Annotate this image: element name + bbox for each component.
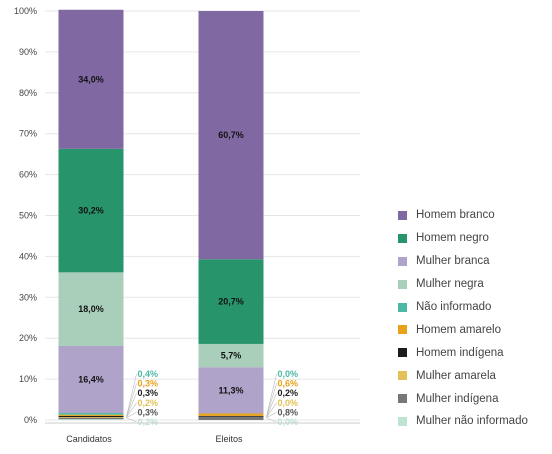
small-segment-value-label: 0,3% (138, 407, 159, 417)
small-segment-value-label: 0,0% (278, 417, 299, 427)
legend-item: Mulher indígena (398, 387, 528, 410)
segment-value-label: 20,7% (218, 297, 244, 307)
legend-swatch (398, 325, 407, 335)
segment-value-label: 18,0% (78, 304, 104, 314)
bar-segment (58, 415, 124, 418)
legend-item: Homem branco (398, 204, 528, 227)
bar-segment (58, 417, 124, 418)
x-axis: Candidatos Eleitos (45, 422, 360, 444)
leader-line (126, 402, 137, 418)
leader-line (126, 417, 137, 423)
legend-label: Homem negro (416, 232, 489, 245)
leader-line (266, 417, 277, 423)
bar-segment (198, 416, 264, 420)
leader-line (266, 393, 277, 418)
legend-swatch (398, 210, 407, 220)
bar-segment (58, 413, 124, 415)
legend-item: Mulher negra (398, 273, 528, 296)
small-segment-value-label: 0,6% (278, 379, 299, 389)
small-segment-value-label: 0,2% (138, 398, 159, 408)
leader-line (126, 383, 137, 417)
x-category-label: Eleitos (215, 434, 243, 444)
y-tick-label: 40% (19, 251, 37, 261)
small-segment-value-label: 0,2% (278, 388, 299, 398)
y-tick-label: 100% (14, 6, 37, 16)
legend-swatch (398, 279, 407, 289)
legend-item: Mulher não informado (398, 410, 528, 433)
small-segment-value-label: 0,4% (138, 369, 159, 379)
leader-line (266, 402, 277, 418)
bar-segment (58, 148, 124, 273)
bar-segment (198, 11, 264, 260)
bar-segment (198, 259, 264, 344)
segment-value-label: 5,7% (221, 351, 242, 361)
small-segment-value-label: 0,8% (278, 407, 299, 417)
legend-label: Homem branco (416, 209, 495, 222)
legend-label: Homem amarelo (416, 323, 501, 336)
bar-segment (198, 413, 264, 416)
segment-value-label: 16,4% (78, 375, 104, 385)
small-segment-value-label: 0,0% (278, 369, 299, 379)
bar-segment (58, 414, 124, 416)
bars (58, 9, 264, 420)
legend-label: Mulher amarela (416, 369, 496, 382)
segment-labels: 16,4%18,0%30,2%34,0%0,4%0,3%0,3%0,2%0,3%… (78, 74, 298, 427)
legend-label: Mulher branca (416, 255, 490, 268)
segment-value-label: 34,0% (78, 74, 104, 84)
leader-line (126, 373, 137, 417)
bar-segment (198, 367, 264, 414)
small-segment-value-label: 0,0% (278, 398, 299, 408)
stacked-bar-chart: 0% 10% 20% 30% 40% 50% 60% 70% 80% 90% 100% 16,4% 1… (14, 6, 360, 444)
legend-label: Não informado (416, 301, 492, 313)
y-tick-label: 0% (24, 415, 37, 425)
legend-label: Mulher indígena (416, 392, 499, 405)
small-segment-value-label: 0,3% (138, 379, 159, 389)
segment-value-label: 11,3% (218, 385, 243, 395)
legend-item: Homem indígena (398, 341, 528, 364)
y-tick-label: 20% (19, 333, 37, 343)
legend-item: Mulher branca (398, 250, 528, 273)
bar-segment (198, 415, 264, 417)
legend-swatch (398, 394, 407, 404)
legend-label: Mulher negra (416, 278, 484, 291)
legend-label: Mulher não informado (416, 415, 528, 428)
segment-value-label: 30,2% (78, 206, 104, 216)
x-category-label: Candidatos (66, 434, 112, 444)
y-tick-label: 30% (19, 292, 37, 302)
leader-line (266, 412, 277, 418)
y-tick-label: 90% (19, 47, 37, 57)
small-segment-value-label: 0,2% (138, 417, 159, 427)
y-tick-label: 10% (19, 374, 37, 384)
y-tick-label: 70% (19, 129, 37, 139)
leader-line (126, 393, 137, 418)
legend-swatch (398, 348, 407, 358)
legend: Homem branco Homem negro Mulher branca Mulh… (398, 204, 528, 433)
legend-item: Homem negro (398, 227, 528, 250)
legend-item: Homem amarelo (398, 318, 528, 341)
legend-swatch (398, 233, 407, 243)
legend-label: Homem indígena (416, 346, 504, 359)
legend-swatch (398, 302, 407, 312)
bar-segment (58, 272, 124, 346)
y-tick-label: 50% (19, 211, 37, 221)
bar-segment (198, 343, 264, 368)
bar-segment (58, 419, 124, 420)
legend-swatch (398, 256, 407, 266)
bar-segment (58, 9, 124, 149)
leader-line (266, 383, 277, 417)
segment-value-label: 60,7% (218, 130, 244, 140)
leader-line (126, 412, 137, 418)
legend-item: Não informado (398, 296, 528, 319)
y-axis: 0% 10% 20% 30% 40% 50% 60% 70% 80% 90% 100% (14, 6, 37, 425)
y-tick-label: 80% (19, 88, 37, 98)
y-tick-label: 60% (19, 170, 37, 180)
legend-item: Mulher amarela (398, 364, 528, 387)
bar-segment (58, 417, 124, 420)
leader-line (266, 373, 277, 417)
legend-swatch (398, 416, 407, 426)
bar-segment (58, 345, 124, 414)
small-segment-value-label: 0,3% (138, 388, 159, 398)
legend-swatch (398, 371, 407, 381)
